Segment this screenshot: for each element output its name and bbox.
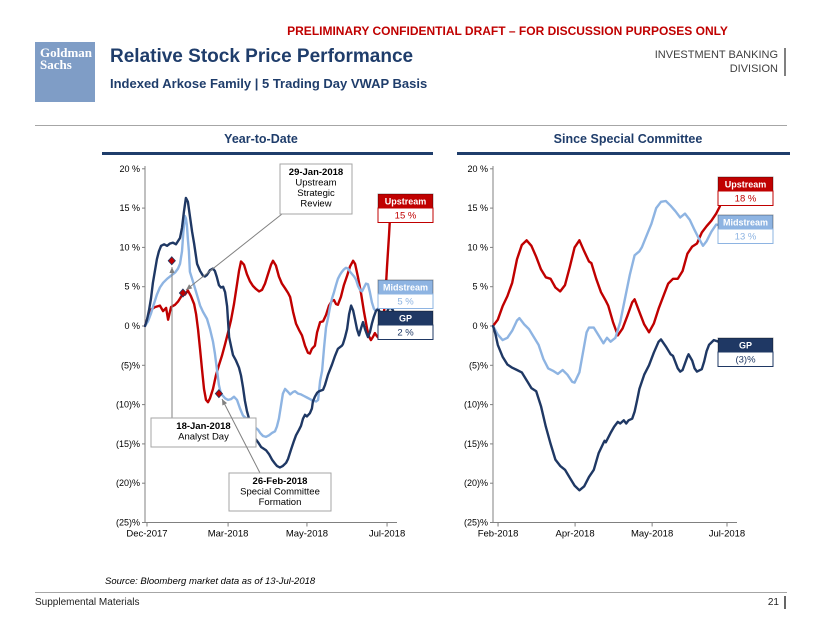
y-tick-label: (25)% xyxy=(116,518,140,528)
x-tick-label: Dec-2017 xyxy=(126,529,167,540)
legend-value: 5 % xyxy=(397,297,414,308)
annotation-arrowhead xyxy=(186,284,193,290)
legend-value-box-midstream xyxy=(717,228,774,244)
y-tick-label: (5)% xyxy=(121,360,140,370)
x-tick-label: Mar-2018 xyxy=(208,529,249,540)
page-subtitle: Indexed Arkose Family | 5 Trading Day VW… xyxy=(110,76,428,91)
y-tick-label: (20)% xyxy=(464,478,488,488)
legend-value: 13 % xyxy=(735,232,757,243)
annotation-text: 29-Jan-2018 xyxy=(289,167,343,178)
legend-value: 15 % xyxy=(395,211,417,222)
y-tick-label: 0 % xyxy=(472,321,488,331)
series-line-upstream xyxy=(491,181,735,337)
legend-name: Upstream xyxy=(385,197,427,207)
x-tick-label: Jul-2018 xyxy=(369,529,405,540)
y-tick-label: (20)% xyxy=(116,478,140,488)
header-divider xyxy=(35,125,787,126)
series-line-midstream xyxy=(491,199,735,384)
division-line2: DIVISION xyxy=(729,63,778,75)
y-tick-label: (15)% xyxy=(116,439,140,449)
series-line-gp xyxy=(491,324,735,492)
page-title: Relative Stock Price Performance xyxy=(110,46,414,67)
annotation-text: Special Committee xyxy=(240,487,320,498)
legend-name: GP xyxy=(739,341,752,351)
chart-title-left: Year-to-Date xyxy=(224,132,298,146)
legend-value-box-upstream xyxy=(377,207,434,223)
annotation-text: 18-Jan-2018 xyxy=(176,421,230,432)
annotation-box-1 xyxy=(279,163,353,215)
annotation-text: 26-Feb-2018 xyxy=(253,476,308,487)
division-line1: INVESTMENT BANKING xyxy=(654,49,778,61)
footer-section-label: Supplemental Materials xyxy=(35,597,140,608)
annotation-text: Upstream xyxy=(295,178,336,189)
series-line-gp xyxy=(143,196,395,469)
y-tick-label: 20 % xyxy=(119,164,140,174)
event-marker-2 xyxy=(178,288,188,298)
y-tick-label: 0 % xyxy=(124,321,140,331)
legend-name: GP xyxy=(399,314,412,324)
annotation-text: Strategic xyxy=(297,188,335,199)
legend-value-box-upstream xyxy=(717,190,774,206)
annotation-text: Formation xyxy=(259,497,302,508)
event-marker-3 xyxy=(214,388,224,399)
logo-text-line2: Sachs xyxy=(40,57,72,72)
y-tick-label: (25)% xyxy=(464,518,488,528)
x-tick-label: Feb-2018 xyxy=(478,529,519,540)
annotation-arrowhead xyxy=(222,399,228,406)
y-tick-label: (5)% xyxy=(469,360,488,370)
division-label: INVESTMENT BANKING DIVISION xyxy=(655,48,786,76)
classification-banner: PRELIMINARY CONFIDENTIAL DRAFT – FOR DIS… xyxy=(287,24,728,38)
annotation-arrowhead xyxy=(169,267,175,273)
legend-value: (3)% xyxy=(735,355,756,366)
x-tick-label: May-2018 xyxy=(631,529,673,540)
x-tick-label: Jul-2018 xyxy=(709,529,745,540)
y-tick-label: 15 % xyxy=(119,203,140,213)
y-tick-label: 10 % xyxy=(119,242,140,252)
y-tick-label: 10 % xyxy=(467,242,488,252)
chart-title-underline xyxy=(102,152,433,155)
annotation-box-2 xyxy=(150,417,257,448)
legend-value-box-gp xyxy=(377,324,434,340)
y-tick-label: 20 % xyxy=(467,164,488,174)
series-line-upstream xyxy=(143,203,395,404)
chart-since-special-committee: Since Special Committee 20 % 15 % 10 % 5 % 0… xyxy=(455,132,801,555)
y-tick-label: 5 % xyxy=(472,282,488,292)
x-tick-label: May-2018 xyxy=(286,529,328,540)
y-tick-label: (10)% xyxy=(116,400,140,410)
logo-text-line1: Goldman xyxy=(40,45,93,60)
chart-title-right: Since Special Committee xyxy=(553,132,703,146)
series-line-midstream xyxy=(143,214,395,438)
y-tick-label: 15 % xyxy=(467,203,488,213)
y-tick-label: (15)% xyxy=(464,439,488,449)
y-tick-label: 5 % xyxy=(124,282,140,292)
line-plot-since-special-committee: 20 % 15 % 10 % 5 % 0 % (5)% (10)% (15)% (20)% (25… xyxy=(464,164,774,540)
goldman-sachs-logo: Goldman Sachs xyxy=(35,42,95,102)
y-tick-label: (10)% xyxy=(464,400,488,410)
legend-value-box-gp xyxy=(717,351,774,367)
annotation-box-3 xyxy=(228,472,332,512)
annotation-text: Analyst Day xyxy=(178,432,229,443)
legend-value-box-midstream xyxy=(377,293,434,309)
line-plot-year-to-date: 20 % 15 % 10 % 5 % 0 % (5)% (10)% (15)% (20)% (25… xyxy=(116,163,434,540)
legend-value: 2 % xyxy=(397,328,414,339)
legend-value: 18 % xyxy=(735,194,757,205)
footer-divider xyxy=(35,592,787,593)
source-note: Source: Bloomberg market data as of 13-J… xyxy=(105,576,316,587)
page-number: 21 xyxy=(768,596,786,609)
event-marker-1 xyxy=(167,256,176,266)
chart-title-underline xyxy=(457,152,790,155)
annotation-arrow-line xyxy=(221,398,261,474)
legend-name: Upstream xyxy=(725,180,767,190)
chart-year-to-date: Year-to-Date 20 % 15 % 10 % 5 % 0 % (5)% (10)%… xyxy=(88,132,434,555)
legend-name: Midstream xyxy=(723,218,768,228)
x-tick-label: Apr-2018 xyxy=(556,529,595,540)
legend-name: Midstream xyxy=(383,283,428,293)
annotation-text: Review xyxy=(300,199,331,210)
annotation-arrow-line xyxy=(185,213,283,291)
